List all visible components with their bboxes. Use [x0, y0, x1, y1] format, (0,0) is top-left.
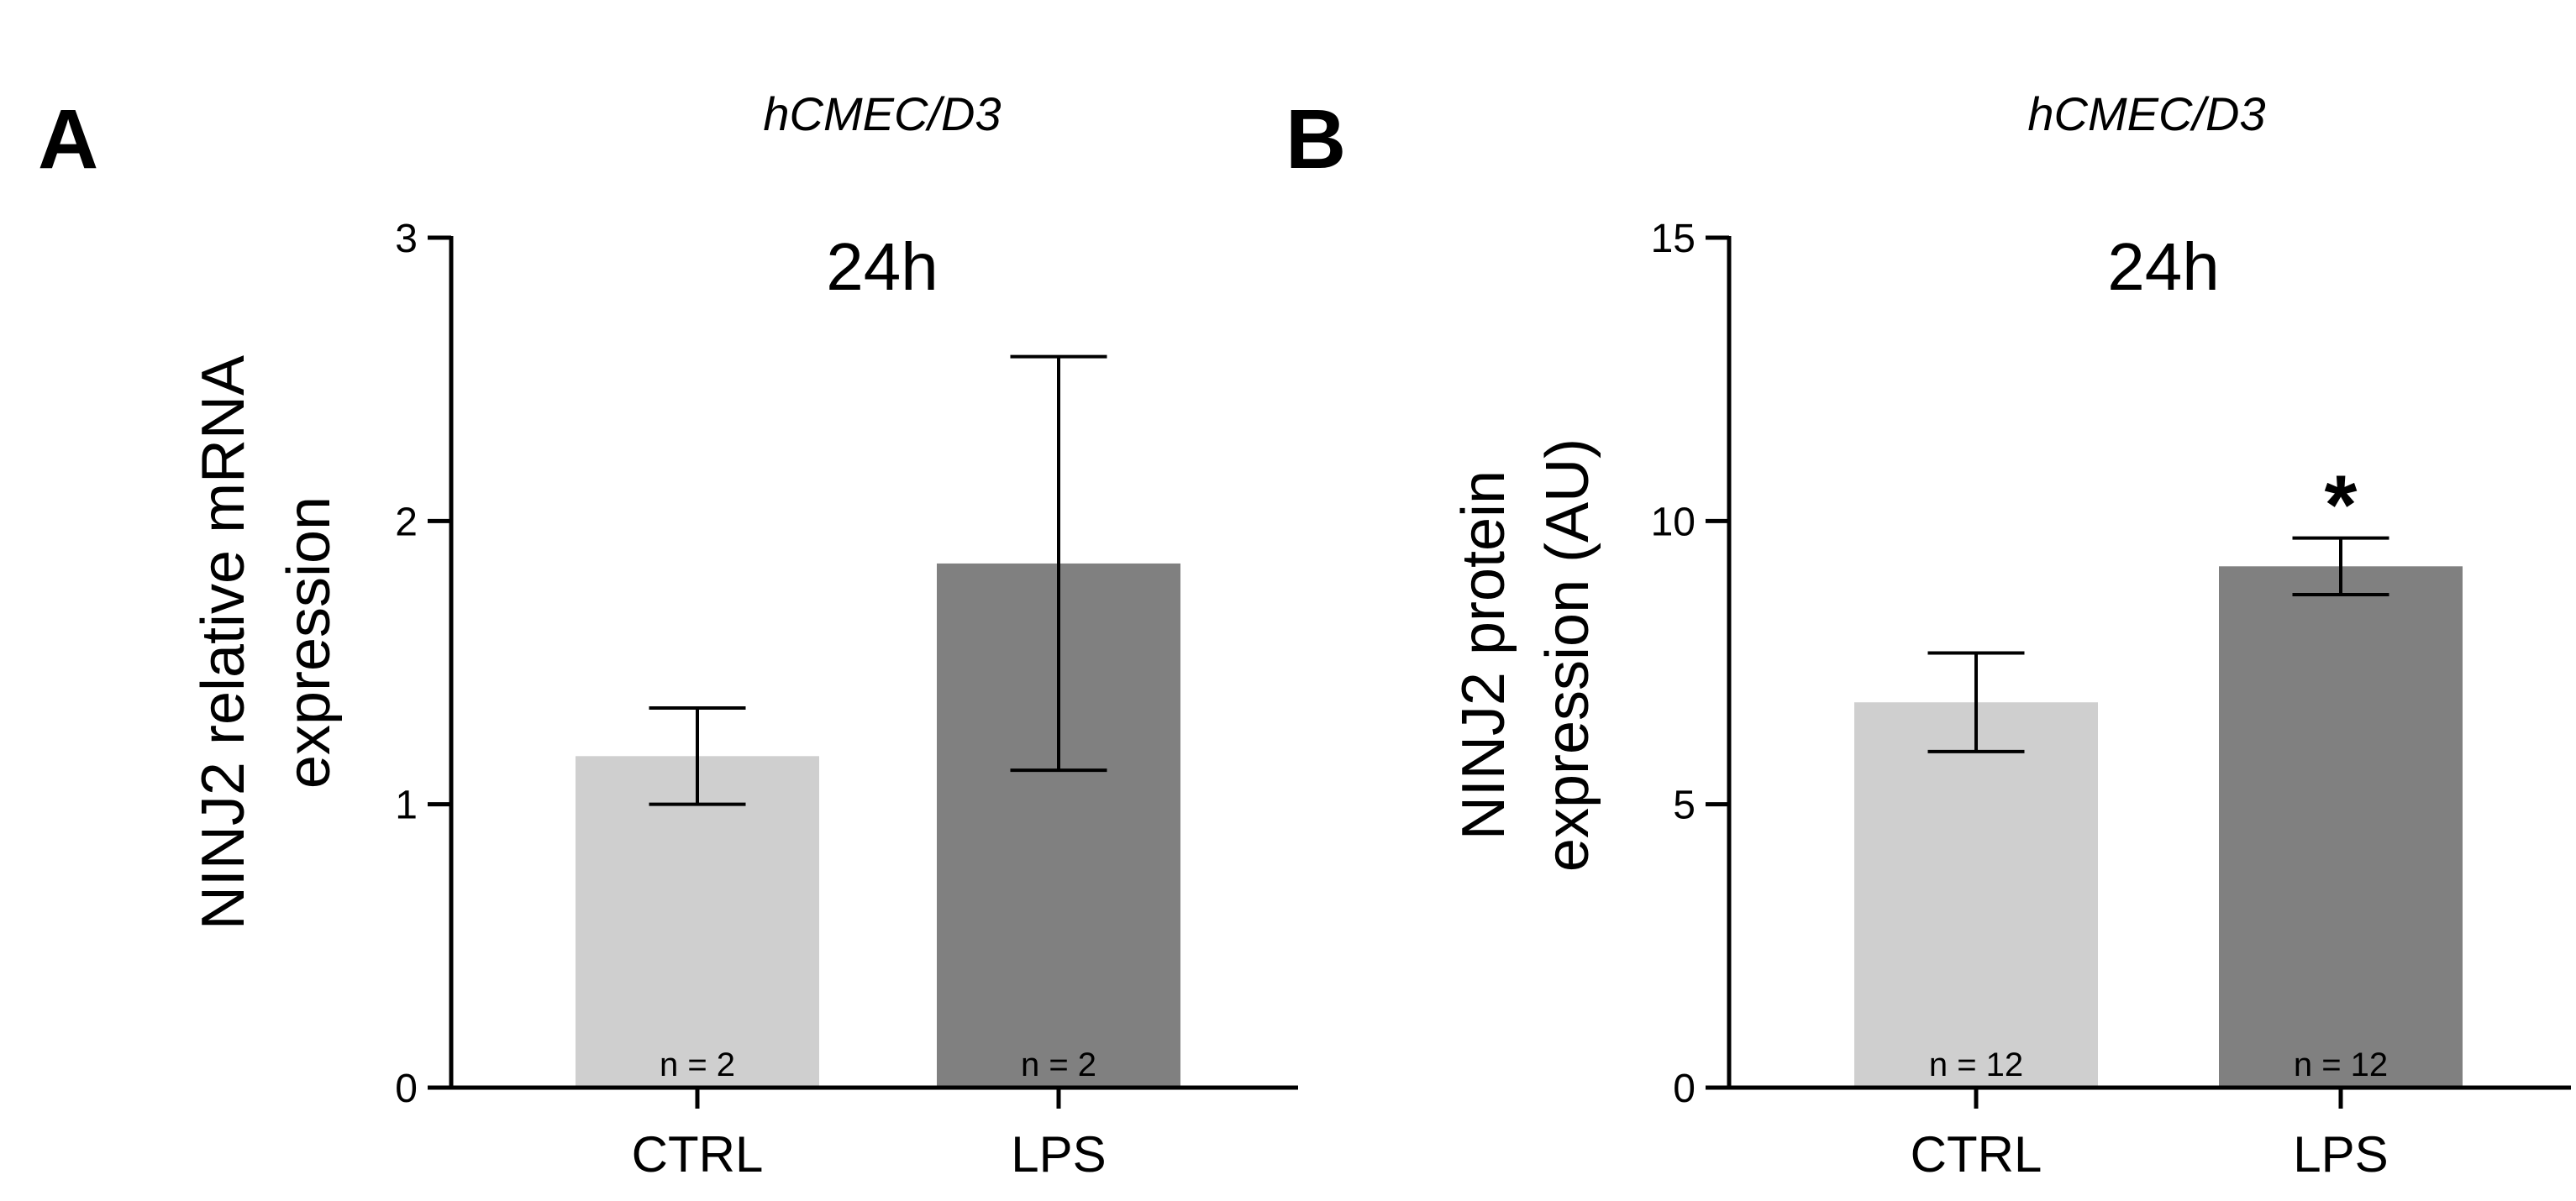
panel-b-bar-ctrl: [1854, 702, 2098, 1088]
panel-a-category-label-ctrl: CTRL: [632, 1126, 764, 1183]
panel-b-plot: 0 5 10 15 CTRL LPS n = 12 n = 12 *: [1651, 217, 2571, 1183]
panel-a-error-bar-ctrl: [649, 705, 746, 806]
panel-b-x-ticks: CTRL LPS: [1911, 1088, 2389, 1183]
panel-a-ylabel-line-1: NINJ2 relative mRNA: [190, 355, 257, 930]
panel-a-y-tick-label: 2: [395, 500, 418, 544]
panel-a-bars: [576, 563, 1180, 1088]
panel-b-ylabel-line-2: expression (AU): [1534, 438, 1601, 872]
panel-b-letter: B: [1285, 92, 1346, 186]
panel-a-error-bar-lps: [1010, 354, 1107, 773]
panel-b-y-tick-label: 10: [1651, 500, 1695, 544]
panel-b-error-bar-lps: [2292, 536, 2389, 597]
panel-a-n-labels: n = 2 n = 2: [660, 1046, 1096, 1083]
panel-a-n-label-lps: n = 2: [1021, 1046, 1096, 1083]
panel-b-y-ticks: 0 5 10 15: [1651, 217, 1729, 1111]
panel-b-ylabel-line-1: NINJ2 protein: [1450, 470, 1517, 840]
panel-a-title: 24h: [826, 229, 938, 304]
panel-b-significance-marker-lps: *: [2325, 459, 2358, 553]
panel-a-y-tick-label: 3: [395, 217, 418, 261]
panel-a-error-bars: [649, 354, 1107, 806]
panel-a-y-tick-label: 1: [395, 784, 418, 828]
panel-b-bar-lps: [2219, 566, 2463, 1088]
panel-a-cell-line: hCMEC/D3: [763, 87, 1001, 140]
panel-b-category-label-lps: LPS: [2293, 1126, 2388, 1183]
panel-b-cell-line: hCMEC/D3: [2027, 87, 2265, 140]
panel-b-y-tick-label: 5: [1673, 784, 1695, 828]
panel-b-n-labels: n = 12 n = 12: [1929, 1046, 2388, 1083]
panel-a-n-label-ctrl: n = 2: [660, 1046, 735, 1083]
panel-b-error-bar-ctrl: [1927, 651, 2025, 753]
panel-b-bars: [1854, 566, 2463, 1088]
panel-b-y-tick-label: 15: [1651, 217, 1695, 261]
panel-a: A hCMEC/D3 24h NINJ2 relative mRNA expre…: [38, 87, 1298, 1183]
panel-b-error-bars: [1927, 536, 2389, 753]
panel-a-y-tick-label: 0: [395, 1067, 418, 1111]
panel-a-bar-ctrl: [576, 756, 819, 1088]
panel-a-ylabel-line-2: expression: [276, 496, 343, 789]
panel-b-significance: *: [2325, 459, 2358, 553]
panel-b-y-tick-label: 0: [1673, 1067, 1695, 1111]
panel-a-plot: 0 1 2 3 CTRL LPS n = 2 n = 2: [395, 217, 1298, 1183]
panel-b: B hCMEC/D3 24h NINJ2 protein expression …: [1285, 87, 2571, 1183]
panel-a-letter: A: [38, 92, 98, 186]
panel-b-title: 24h: [2107, 229, 2219, 304]
panel-b-n-label-ctrl: n = 12: [1929, 1046, 2023, 1083]
panel-b-n-label-lps: n = 12: [2294, 1046, 2388, 1083]
panel-a-category-label-lps: LPS: [1011, 1126, 1106, 1183]
panel-a-y-ticks: 0 1 2 3: [395, 217, 451, 1111]
panel-b-category-label-ctrl: CTRL: [1911, 1126, 2042, 1183]
panel-a-x-ticks: CTRL LPS: [632, 1088, 1107, 1183]
